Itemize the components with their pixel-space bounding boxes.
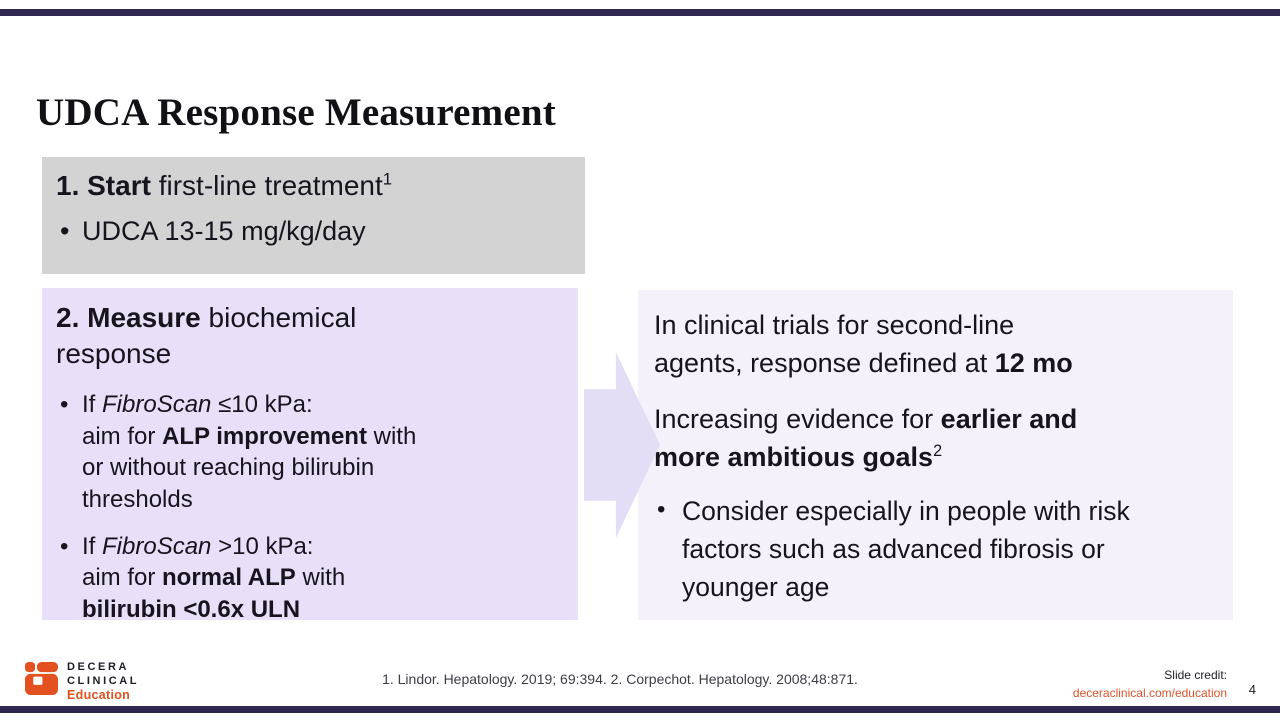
list-item: UDCA 13-15 mg/kg/day (56, 216, 571, 247)
response-definition-panel: In clinical trials for second-line agents… (638, 290, 1233, 620)
logo-line-education: Education (67, 688, 131, 702)
logo-line-clinical: CLINICAL (67, 674, 140, 687)
decera-logo: DECERA CLINICAL Education (25, 662, 139, 702)
page-number: 4 (1248, 682, 1256, 697)
list-item: Consider especially in people with riskf… (654, 493, 1221, 606)
list-item: If FibroScan ≤10 kPa:aim for ALP improve… (56, 389, 568, 516)
panel-bullet-list: Consider especially in people with riskf… (654, 493, 1221, 606)
panel-paragraph: In clinical trials for second-line agents… (654, 310, 1073, 379)
reference-citation: 1. Lindor. Hepatology. 2019; 69:394. 2. … (382, 671, 858, 687)
step1-box: 1. Start first-line treatment1 UDCA 13-1… (42, 157, 585, 274)
bottom-accent-bar (0, 706, 1280, 713)
decera-logo-text: DECERA CLINICAL Education (67, 662, 139, 702)
step1-heading: 1. Start first-line treatment1 (56, 169, 393, 201)
list-item: If FibroScan >10 kPa:aim for normal ALP … (56, 531, 568, 626)
panel-paragraph: Increasing evidence for earlier and more … (654, 403, 1078, 472)
step2-heading: 2. Measure biochemical response (56, 302, 357, 369)
step2-bullet-list: If FibroScan ≤10 kPa:aim for ALP improve… (56, 389, 568, 626)
decera-logo-icon (25, 662, 58, 695)
step1-bullet-list: UDCA 13-15 mg/kg/day (56, 216, 571, 247)
top-accent-bar (0, 9, 1280, 16)
slide-credit-label: Slide credit: (1164, 668, 1227, 682)
logo-line-decera: DECERA (67, 661, 130, 673)
page-title: UDCA Response Measurement (36, 91, 556, 135)
slide-credit-link[interactable]: deceraclinical.com/education (1072, 685, 1227, 700)
slide-credit: Slide credit: deceraclinical.com/educati… (1073, 668, 1227, 701)
